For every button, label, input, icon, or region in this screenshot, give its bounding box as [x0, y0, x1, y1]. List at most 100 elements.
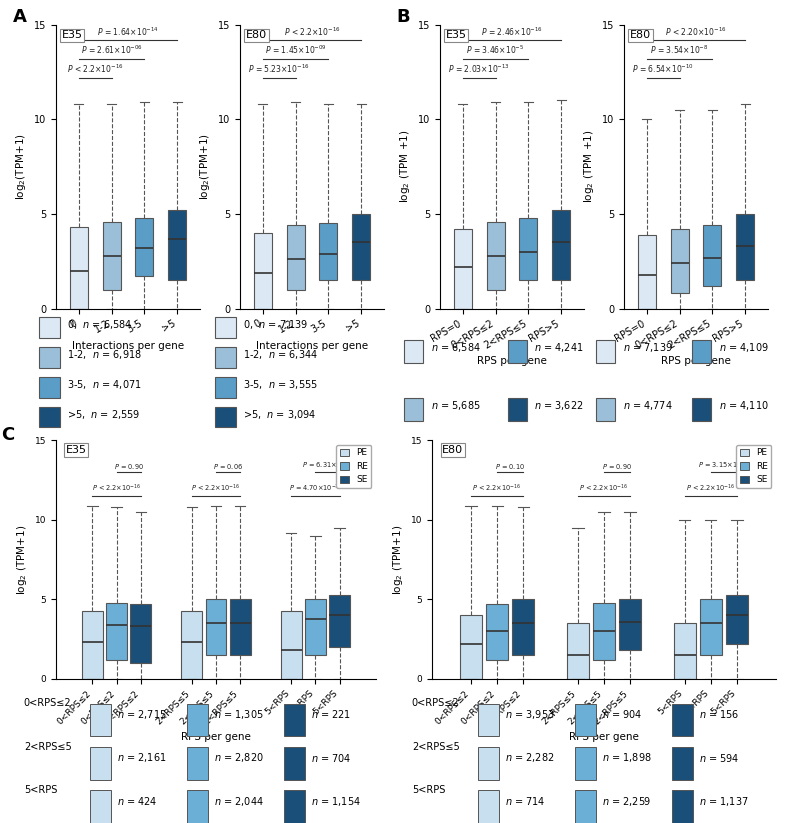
X-axis label: RPS per gene: RPS per gene: [181, 732, 251, 742]
FancyBboxPatch shape: [39, 377, 60, 398]
Text: $n$ = 1,154: $n$ = 1,154: [311, 795, 361, 807]
FancyBboxPatch shape: [186, 704, 209, 736]
PathPatch shape: [486, 221, 505, 290]
Text: E35: E35: [446, 30, 466, 40]
Text: $n$ = 2,282: $n$ = 2,282: [505, 751, 554, 765]
PathPatch shape: [670, 229, 689, 294]
Text: $P$ < 2.2×10$^{-16}$: $P$ < 2.2×10$^{-16}$: [579, 483, 629, 495]
Text: $P$ < 2.2×10$^{-16}$: $P$ < 2.2×10$^{-16}$: [92, 483, 142, 495]
FancyBboxPatch shape: [692, 340, 711, 363]
Text: $P$ < 2.2×10$^{-16}$: $P$ < 2.2×10$^{-16}$: [67, 63, 124, 76]
Text: $n$ = 3,622: $n$ = 3,622: [534, 399, 584, 412]
PathPatch shape: [206, 599, 226, 655]
PathPatch shape: [460, 616, 482, 679]
X-axis label: RPS per gene: RPS per gene: [569, 732, 639, 742]
FancyBboxPatch shape: [596, 398, 615, 421]
Text: B: B: [397, 7, 410, 26]
FancyBboxPatch shape: [186, 790, 209, 823]
Text: C: C: [2, 426, 15, 444]
Text: $n$ = 7,139: $n$ = 7,139: [622, 342, 673, 355]
Text: E35: E35: [62, 30, 82, 40]
FancyBboxPatch shape: [186, 747, 209, 779]
Text: $P$ < 2.2×10$^{-16}$: $P$ < 2.2×10$^{-16}$: [191, 483, 241, 495]
Text: $n$ = 2,161: $n$ = 2,161: [117, 751, 166, 765]
Text: $n$ = 4,774: $n$ = 4,774: [622, 399, 673, 412]
FancyBboxPatch shape: [672, 790, 694, 823]
FancyBboxPatch shape: [215, 346, 236, 368]
Text: $n$ = 594: $n$ = 594: [699, 752, 739, 764]
PathPatch shape: [281, 611, 302, 679]
Text: 0<RPS≤2: 0<RPS≤2: [412, 698, 459, 708]
Y-axis label: log$_2$ (TPM +1): log$_2$ (TPM +1): [582, 130, 596, 203]
FancyBboxPatch shape: [478, 704, 499, 736]
X-axis label: RPS per gene: RPS per gene: [661, 356, 731, 366]
Text: 1-2,  $n$ = 6,344: 1-2, $n$ = 6,344: [243, 348, 318, 361]
Text: $P$ = 3.46×10$^{-5}$: $P$ = 3.46×10$^{-5}$: [466, 44, 525, 57]
Text: 2<RPS≤5: 2<RPS≤5: [24, 742, 71, 751]
PathPatch shape: [674, 623, 696, 679]
PathPatch shape: [70, 227, 88, 309]
FancyBboxPatch shape: [39, 317, 60, 337]
Text: $n$ = 4,110: $n$ = 4,110: [718, 399, 769, 412]
Text: $n$ = 156: $n$ = 156: [699, 709, 739, 720]
FancyBboxPatch shape: [90, 747, 111, 779]
FancyBboxPatch shape: [596, 340, 615, 363]
X-axis label: RPS per gene: RPS per gene: [477, 356, 547, 366]
Text: 5<RPS: 5<RPS: [412, 785, 445, 795]
FancyBboxPatch shape: [284, 790, 306, 823]
FancyBboxPatch shape: [692, 398, 711, 421]
FancyBboxPatch shape: [574, 747, 597, 779]
PathPatch shape: [135, 218, 154, 277]
FancyBboxPatch shape: [404, 398, 423, 421]
Text: $n$ = 704: $n$ = 704: [311, 752, 351, 764]
Text: $P$ < 2.2×10$^{-16}$: $P$ < 2.2×10$^{-16}$: [284, 26, 340, 38]
Text: $n$ = 904: $n$ = 904: [602, 709, 642, 720]
Text: 3-5,  $n$ = 3,555: 3-5, $n$ = 3,555: [243, 379, 318, 391]
FancyBboxPatch shape: [215, 317, 236, 337]
PathPatch shape: [567, 623, 589, 679]
Text: 2<RPS≤5: 2<RPS≤5: [412, 742, 459, 751]
Y-axis label: log$_2$ (TPM+1): log$_2$ (TPM+1): [15, 524, 30, 595]
Y-axis label: log$_2$(TPM+1): log$_2$(TPM+1): [198, 133, 212, 200]
Legend: PE, RE, SE: PE, RE, SE: [336, 444, 371, 488]
PathPatch shape: [305, 599, 326, 655]
Text: $P$ = 0.90: $P$ = 0.90: [114, 462, 144, 471]
Text: 1-2,  $n$ = 6,918: 1-2, $n$ = 6,918: [67, 348, 142, 361]
PathPatch shape: [519, 218, 538, 280]
Text: 0,  $n$ = 6,584: 0, $n$ = 6,584: [67, 319, 133, 332]
Text: E80: E80: [630, 30, 651, 40]
Text: E35: E35: [66, 445, 86, 455]
Y-axis label: log$_2$ (TPM +1): log$_2$ (TPM +1): [398, 130, 412, 203]
FancyBboxPatch shape: [672, 747, 694, 779]
PathPatch shape: [82, 611, 102, 679]
Text: $P$ = 1.64×10$^{-14}$: $P$ = 1.64×10$^{-14}$: [97, 26, 159, 38]
Text: $n$ = 221: $n$ = 221: [311, 709, 351, 720]
Text: $n$ = 424: $n$ = 424: [117, 795, 158, 807]
PathPatch shape: [182, 611, 202, 679]
Y-axis label: log$_2$(TPM+1): log$_2$(TPM+1): [14, 133, 28, 200]
FancyBboxPatch shape: [215, 407, 236, 427]
Text: $n$ = 1,137: $n$ = 1,137: [699, 795, 749, 807]
PathPatch shape: [319, 224, 338, 280]
Text: >5,  $n$ = 3,094: >5, $n$ = 3,094: [243, 408, 317, 421]
Text: $P$ = 6.54×10$^{-10}$: $P$ = 6.54×10$^{-10}$: [632, 63, 694, 76]
Text: $n$ = 1,898: $n$ = 1,898: [602, 751, 652, 765]
PathPatch shape: [736, 214, 754, 280]
FancyBboxPatch shape: [215, 377, 236, 398]
Text: $P$ = 3.15×10$^{-4}$: $P$ = 3.15×10$^{-4}$: [698, 459, 750, 471]
PathPatch shape: [168, 210, 186, 280]
PathPatch shape: [352, 214, 370, 280]
PathPatch shape: [512, 599, 534, 655]
Text: $P$ = 0.90: $P$ = 0.90: [602, 462, 632, 471]
PathPatch shape: [106, 602, 127, 660]
PathPatch shape: [700, 599, 722, 655]
Text: $P$ = 4.70×10$^{-16}$: $P$ = 4.70×10$^{-16}$: [289, 483, 342, 495]
Text: E80: E80: [442, 445, 463, 455]
Text: $P$ = 3.54×10$^{-8}$: $P$ = 3.54×10$^{-8}$: [650, 44, 709, 57]
Text: $P$ = 1.45×10$^{-09}$: $P$ = 1.45×10$^{-09}$: [265, 44, 326, 57]
Text: $n$ = 2,715: $n$ = 2,715: [117, 708, 166, 721]
Text: $P$ < 2.20×10$^{-16}$: $P$ < 2.20×10$^{-16}$: [665, 26, 727, 38]
Text: 0,  $n$ = 7,139: 0, $n$ = 7,139: [243, 319, 309, 332]
FancyBboxPatch shape: [507, 398, 526, 421]
FancyBboxPatch shape: [90, 704, 111, 736]
